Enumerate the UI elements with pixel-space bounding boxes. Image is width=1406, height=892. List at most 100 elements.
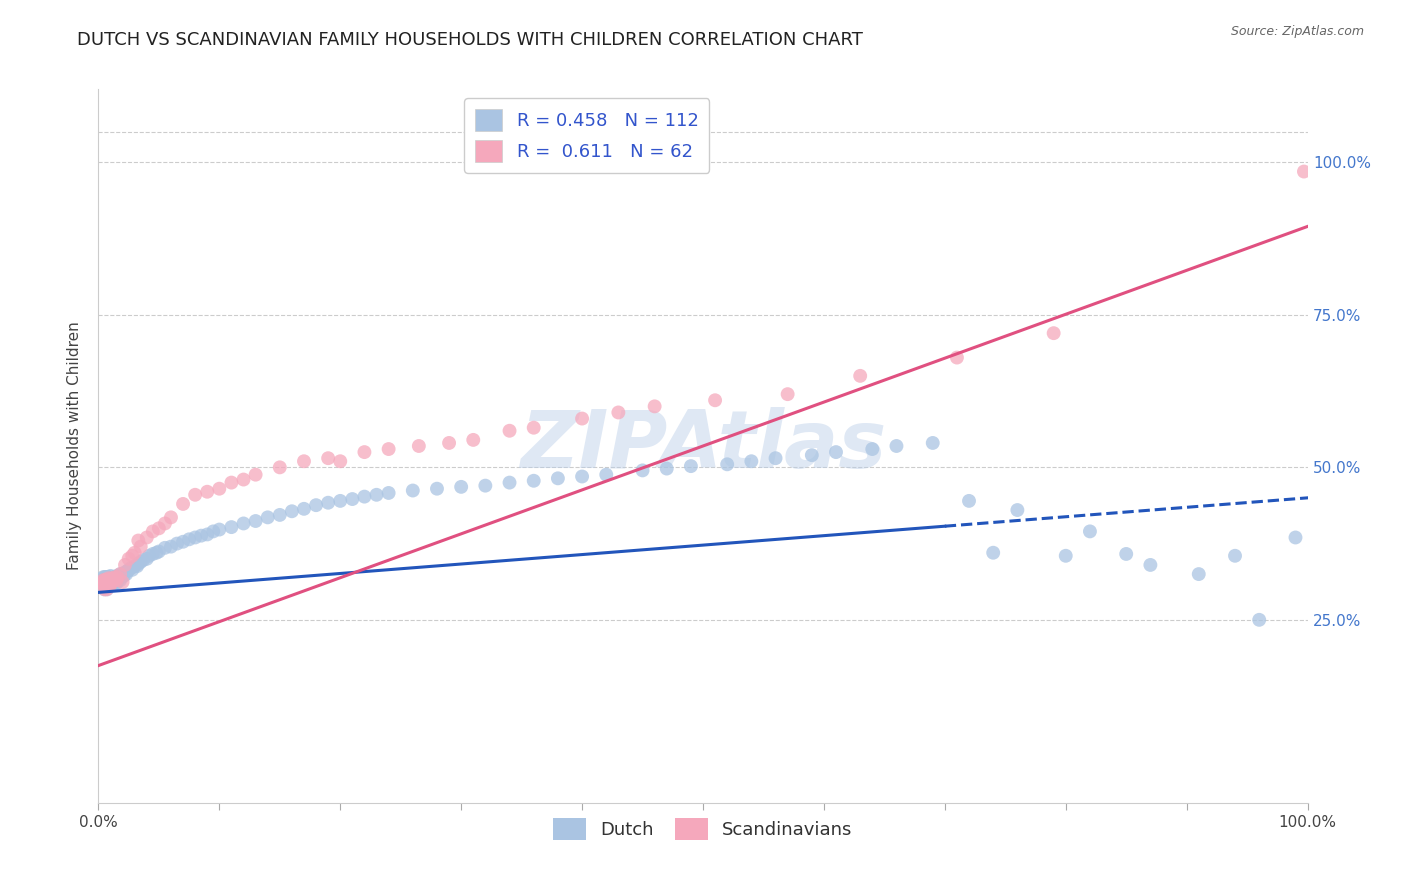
Point xyxy=(105,573,128,587)
Point xyxy=(1284,531,1306,545)
Point xyxy=(190,529,212,543)
Point xyxy=(631,463,654,477)
Point xyxy=(474,478,496,492)
Point xyxy=(111,567,134,582)
Point xyxy=(142,547,165,561)
Point xyxy=(366,488,388,502)
Point xyxy=(100,576,122,591)
Point xyxy=(957,494,980,508)
Point xyxy=(166,536,188,550)
Point xyxy=(269,460,291,475)
Point xyxy=(98,570,121,584)
Point xyxy=(860,442,883,456)
Point xyxy=(195,484,218,499)
Point xyxy=(91,576,114,591)
Point xyxy=(886,439,908,453)
Point xyxy=(115,567,138,582)
Point xyxy=(142,524,165,539)
Point xyxy=(498,475,520,490)
Point xyxy=(100,569,122,583)
Point xyxy=(108,573,131,587)
Point xyxy=(148,521,170,535)
Text: ZIPAtlas: ZIPAtlas xyxy=(520,407,886,485)
Point xyxy=(91,576,114,591)
Point xyxy=(849,368,872,383)
Point xyxy=(498,424,520,438)
Point xyxy=(117,564,139,578)
Point xyxy=(103,574,125,589)
Point xyxy=(408,439,430,453)
Point xyxy=(232,516,254,531)
Point xyxy=(946,351,969,365)
Point xyxy=(100,577,122,591)
Point xyxy=(135,551,157,566)
Point xyxy=(571,469,593,483)
Text: Source: ZipAtlas.com: Source: ZipAtlas.com xyxy=(1230,25,1364,38)
Point xyxy=(377,442,399,456)
Point xyxy=(800,448,823,462)
Point xyxy=(129,540,152,554)
Point xyxy=(103,573,125,587)
Point xyxy=(121,549,143,563)
Point xyxy=(1139,558,1161,572)
Point xyxy=(94,579,117,593)
Point xyxy=(127,533,149,548)
Point xyxy=(93,576,115,591)
Point xyxy=(1042,326,1064,341)
Point xyxy=(91,576,114,591)
Point xyxy=(101,571,124,585)
Point xyxy=(91,570,114,584)
Point xyxy=(98,573,121,587)
Point xyxy=(132,553,155,567)
Point xyxy=(98,579,121,593)
Point xyxy=(765,451,787,466)
Point xyxy=(655,461,678,475)
Point xyxy=(96,576,118,591)
Point xyxy=(118,563,141,577)
Point xyxy=(776,387,799,401)
Point xyxy=(644,400,666,414)
Y-axis label: Family Households with Children: Family Households with Children xyxy=(67,322,83,570)
Point xyxy=(93,582,115,597)
Point xyxy=(110,570,132,584)
Point xyxy=(94,573,117,587)
Point xyxy=(107,570,129,584)
Point xyxy=(148,544,170,558)
Point xyxy=(921,436,943,450)
Point xyxy=(93,577,115,591)
Point xyxy=(342,491,364,506)
Legend: Dutch, Scandinavians: Dutch, Scandinavians xyxy=(546,811,860,847)
Point xyxy=(127,557,149,571)
Point xyxy=(402,483,425,498)
Point xyxy=(127,559,149,574)
Point xyxy=(105,576,128,591)
Point xyxy=(184,531,207,545)
Point xyxy=(1115,547,1137,561)
Point xyxy=(94,576,117,591)
Point xyxy=(426,482,449,496)
Point xyxy=(104,570,127,584)
Point xyxy=(97,571,120,585)
Point xyxy=(108,567,131,582)
Point xyxy=(124,559,146,574)
Point xyxy=(97,570,120,584)
Point xyxy=(1007,503,1029,517)
Point xyxy=(377,486,399,500)
Point xyxy=(329,494,352,508)
Point xyxy=(269,508,291,522)
Point xyxy=(981,546,1004,560)
Point xyxy=(101,577,124,591)
Point xyxy=(135,531,157,545)
Point xyxy=(105,569,128,583)
Point xyxy=(100,571,122,585)
Point xyxy=(1292,164,1315,178)
Point xyxy=(91,573,114,587)
Point xyxy=(160,540,183,554)
Point xyxy=(104,576,127,591)
Point xyxy=(437,436,460,450)
Point xyxy=(120,561,142,575)
Point xyxy=(1078,524,1101,539)
Point xyxy=(523,474,546,488)
Point xyxy=(208,523,231,537)
Point xyxy=(316,496,339,510)
